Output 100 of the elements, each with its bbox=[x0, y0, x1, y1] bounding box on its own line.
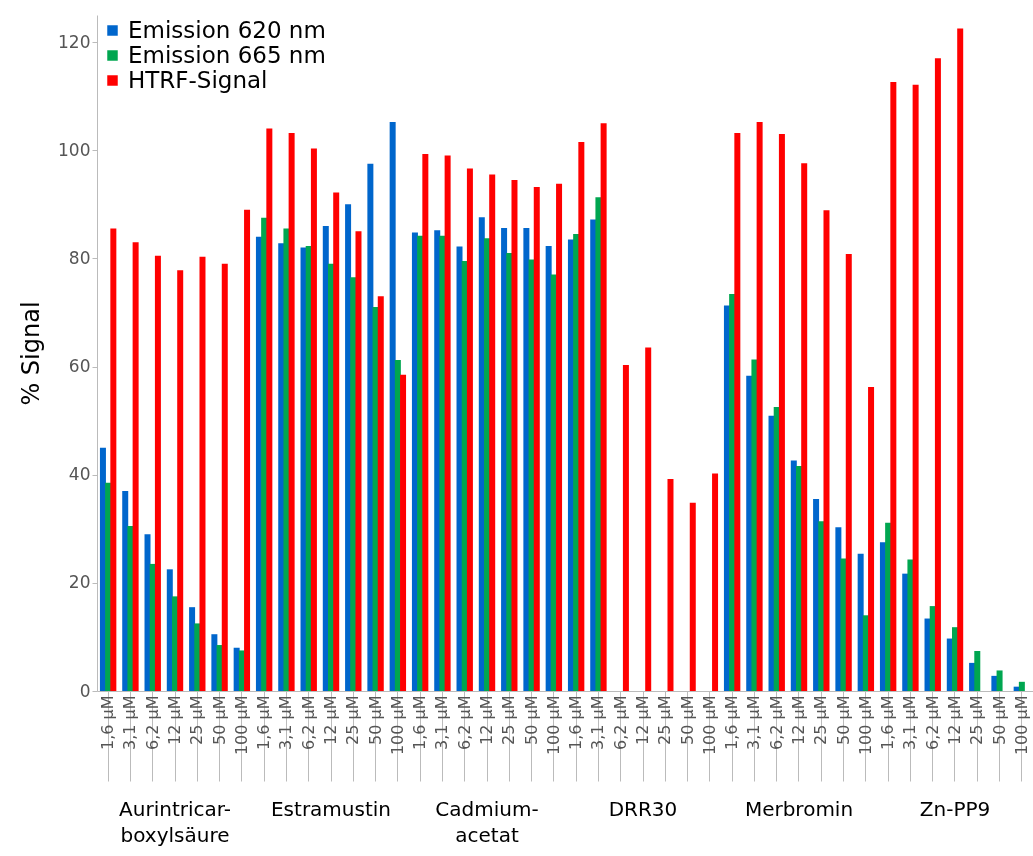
bar bbox=[511, 179, 518, 691]
bar bbox=[177, 270, 184, 691]
bar bbox=[199, 256, 206, 691]
bar bbox=[355, 231, 362, 691]
bar bbox=[578, 142, 585, 691]
x-tick-label: 100 µM bbox=[387, 695, 407, 756]
x-tick-label: 100 µM bbox=[699, 695, 719, 756]
x-tick-label: 50 µM bbox=[989, 695, 1009, 745]
text: Merbromin bbox=[744, 797, 854, 821]
bar bbox=[912, 84, 919, 691]
x-tick-label: 12 µM bbox=[165, 695, 184, 745]
bar bbox=[523, 228, 530, 691]
bar bbox=[689, 502, 696, 691]
bar bbox=[400, 374, 407, 691]
x-tick-label: 1,6 µM bbox=[722, 695, 742, 751]
y-tick-label: 120 bbox=[58, 31, 91, 52]
x-tick-label: 25 µM bbox=[811, 695, 831, 745]
x-tick-label: 25 µM bbox=[655, 695, 675, 745]
bar bbox=[466, 168, 473, 691]
x-tick-label: 6,2 µM bbox=[610, 695, 630, 751]
legend-label: HTRF-Signal bbox=[128, 66, 268, 93]
bar bbox=[712, 473, 719, 691]
bar bbox=[907, 559, 914, 691]
x-tick-label: 100 µM bbox=[1011, 695, 1031, 756]
bar bbox=[533, 186, 540, 691]
bar bbox=[422, 153, 429, 691]
bar bbox=[221, 263, 228, 691]
bar bbox=[996, 670, 1003, 691]
bar bbox=[835, 527, 842, 691]
bar bbox=[444, 155, 451, 691]
text: DRR30 bbox=[608, 797, 678, 821]
bar bbox=[333, 192, 340, 691]
x-tick-label: 100 µM bbox=[543, 695, 563, 756]
x-tick-label: 100 µM bbox=[855, 695, 875, 756]
y-tick-label: 100 bbox=[58, 139, 91, 160]
x-tick-label: 1,6 µM bbox=[254, 695, 274, 751]
x-tick-label: 1,6 µM bbox=[566, 695, 586, 751]
legend-label: Emission 665 nm bbox=[128, 41, 326, 68]
bar bbox=[600, 123, 607, 691]
bar bbox=[288, 132, 295, 691]
bar bbox=[377, 296, 384, 691]
bar bbox=[801, 163, 808, 691]
bar bbox=[751, 359, 758, 691]
bar bbox=[991, 675, 998, 691]
x-tick-label: 3,1 µM bbox=[900, 695, 920, 751]
x-tick-label: 100 µM bbox=[231, 695, 251, 756]
x-tick-label: 50 µM bbox=[521, 695, 541, 745]
x-tick-label: 6,2 µM bbox=[142, 695, 162, 751]
bar bbox=[389, 122, 396, 691]
bar bbox=[845, 254, 852, 691]
x-tick-label: 12 µM bbox=[945, 695, 964, 745]
y-axis-title: % Signal bbox=[17, 301, 46, 406]
y-tick-label: 20 bbox=[68, 572, 91, 593]
bar bbox=[439, 235, 446, 691]
bar bbox=[132, 242, 139, 691]
x-tick-label: 3,1 µM bbox=[744, 695, 764, 751]
x-tick-label: 25 µM bbox=[187, 695, 207, 745]
y-tick-label: 40 bbox=[68, 464, 91, 485]
bar bbox=[868, 387, 875, 691]
bar bbox=[622, 364, 629, 691]
bar bbox=[645, 347, 652, 691]
x-tick-label: 50 µM bbox=[677, 695, 697, 745]
y-tick-label: 60 bbox=[68, 356, 91, 377]
bar bbox=[244, 209, 251, 691]
x-tick-label: 25 µM bbox=[343, 695, 363, 745]
bar bbox=[595, 197, 602, 691]
x-tick-label: 50 µM bbox=[209, 695, 229, 745]
bar bbox=[756, 122, 763, 691]
text: Estramustin bbox=[270, 797, 392, 821]
x-tick-label: 50 µM bbox=[833, 695, 853, 745]
x-tick-label: 1,6 µM bbox=[98, 695, 118, 751]
x-tick-label: 6,2 µM bbox=[766, 695, 786, 751]
bar bbox=[556, 183, 563, 691]
x-tick-label: 25 µM bbox=[967, 695, 987, 745]
bar bbox=[266, 128, 273, 691]
x-tick-label: 6,2 µM bbox=[922, 695, 942, 751]
bar bbox=[283, 228, 290, 691]
x-tick-label: 12 µM bbox=[321, 695, 340, 745]
bar bbox=[489, 174, 496, 691]
x-tick-label: 6,2 µM bbox=[298, 695, 318, 751]
x-tick-label: 3,1 µM bbox=[276, 695, 296, 751]
x-tick-label: 12 µM bbox=[633, 695, 652, 745]
bar bbox=[957, 28, 964, 691]
text: Zn-PP9 bbox=[919, 797, 991, 821]
bar bbox=[934, 58, 941, 691]
x-tick-label: 12 µM bbox=[789, 695, 808, 745]
bar bbox=[310, 148, 317, 691]
bar bbox=[110, 228, 117, 691]
bar bbox=[778, 133, 785, 691]
bar bbox=[1018, 681, 1025, 691]
bar bbox=[734, 132, 741, 691]
bar bbox=[857, 553, 864, 691]
bar bbox=[890, 82, 897, 691]
y-tick-label: 80 bbox=[68, 247, 91, 268]
bar bbox=[823, 210, 830, 691]
text: Cadmium- acetat bbox=[435, 797, 539, 847]
text: Aurintricar- boxylsäure bbox=[119, 797, 231, 847]
bar bbox=[211, 634, 218, 691]
x-tick-label: 3,1 µM bbox=[120, 695, 140, 751]
x-tick-label: 25 µM bbox=[499, 695, 519, 745]
